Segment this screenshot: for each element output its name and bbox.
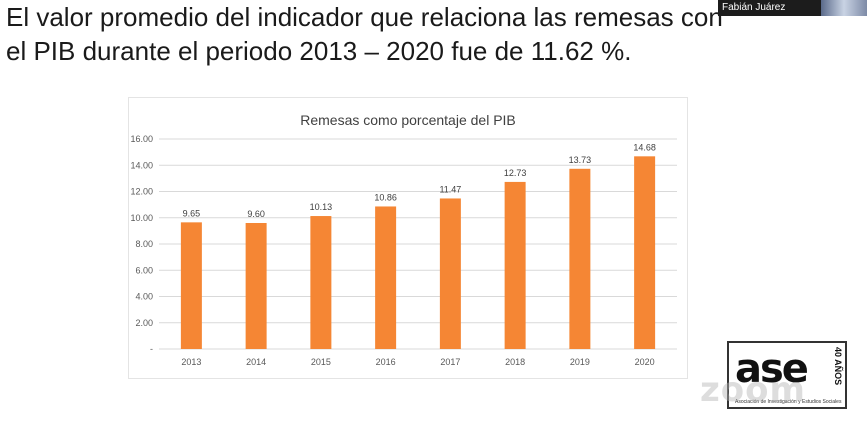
bar [245, 223, 267, 349]
zoom-watermark: zoom [700, 370, 806, 410]
participant-video-thumbnail [821, 0, 867, 16]
bar [634, 156, 656, 349]
data-label: 13.73 [569, 155, 592, 165]
y-tick-label: 12.00 [130, 187, 153, 197]
data-label: 11.47 [439, 184, 461, 194]
logo-wordmark: ase [735, 346, 809, 392]
y-tick-label: 10.00 [130, 213, 153, 223]
bar [180, 222, 202, 349]
y-tick-label: 6.00 [135, 265, 153, 275]
x-tick-label: 2019 [570, 357, 590, 367]
data-label: 9.60 [247, 209, 265, 219]
y-tick-label: 4.00 [135, 292, 153, 302]
y-tick-label: 14.00 [130, 160, 153, 170]
bar [310, 216, 332, 349]
y-tick-label: 2.00 [135, 318, 153, 328]
bar [569, 168, 591, 349]
data-label: 10.13 [310, 202, 333, 212]
data-label: 10.86 [374, 192, 397, 202]
chart-title: Remesas como porcentaje del PIB [300, 112, 516, 128]
logo-anniversary: 40 AÑOS [833, 347, 843, 386]
data-label: 9.65 [183, 208, 201, 218]
x-tick-label: 2014 [246, 357, 266, 367]
bar [375, 206, 397, 349]
x-tick-label: 2018 [505, 357, 525, 367]
participant-video-tile[interactable]: Fabián Juárez [718, 0, 867, 16]
y-tick-label: - [150, 344, 153, 354]
ase-logo: ase 40 AÑOS Asociación de Investigación … [727, 341, 847, 409]
data-label: 14.68 [633, 142, 656, 152]
x-tick-label: 2015 [311, 357, 331, 367]
bar-chart: Remesas como porcentaje del PIB - 2.00 4.00… [130, 112, 677, 367]
data-label: 12.73 [504, 168, 527, 178]
x-tick-label: 2017 [440, 357, 460, 367]
x-tick-label: 2016 [376, 357, 396, 367]
y-tick-label: 16.00 [130, 134, 153, 144]
bar [439, 198, 461, 349]
participant-name: Fabián Juárez [722, 2, 786, 13]
x-tick-label: 2020 [635, 357, 655, 367]
chart-container: Remesas como porcentaje del PIB - 2.00 4.00… [128, 97, 688, 379]
slide-headline: El valor promedio del indicador que rela… [6, 2, 723, 66]
bar [504, 181, 526, 349]
x-tick-label: 2013 [181, 357, 201, 367]
y-tick-label: 8.00 [135, 239, 153, 249]
logo-subtitle: Asociación de Investigación y Estudios S… [735, 399, 842, 405]
